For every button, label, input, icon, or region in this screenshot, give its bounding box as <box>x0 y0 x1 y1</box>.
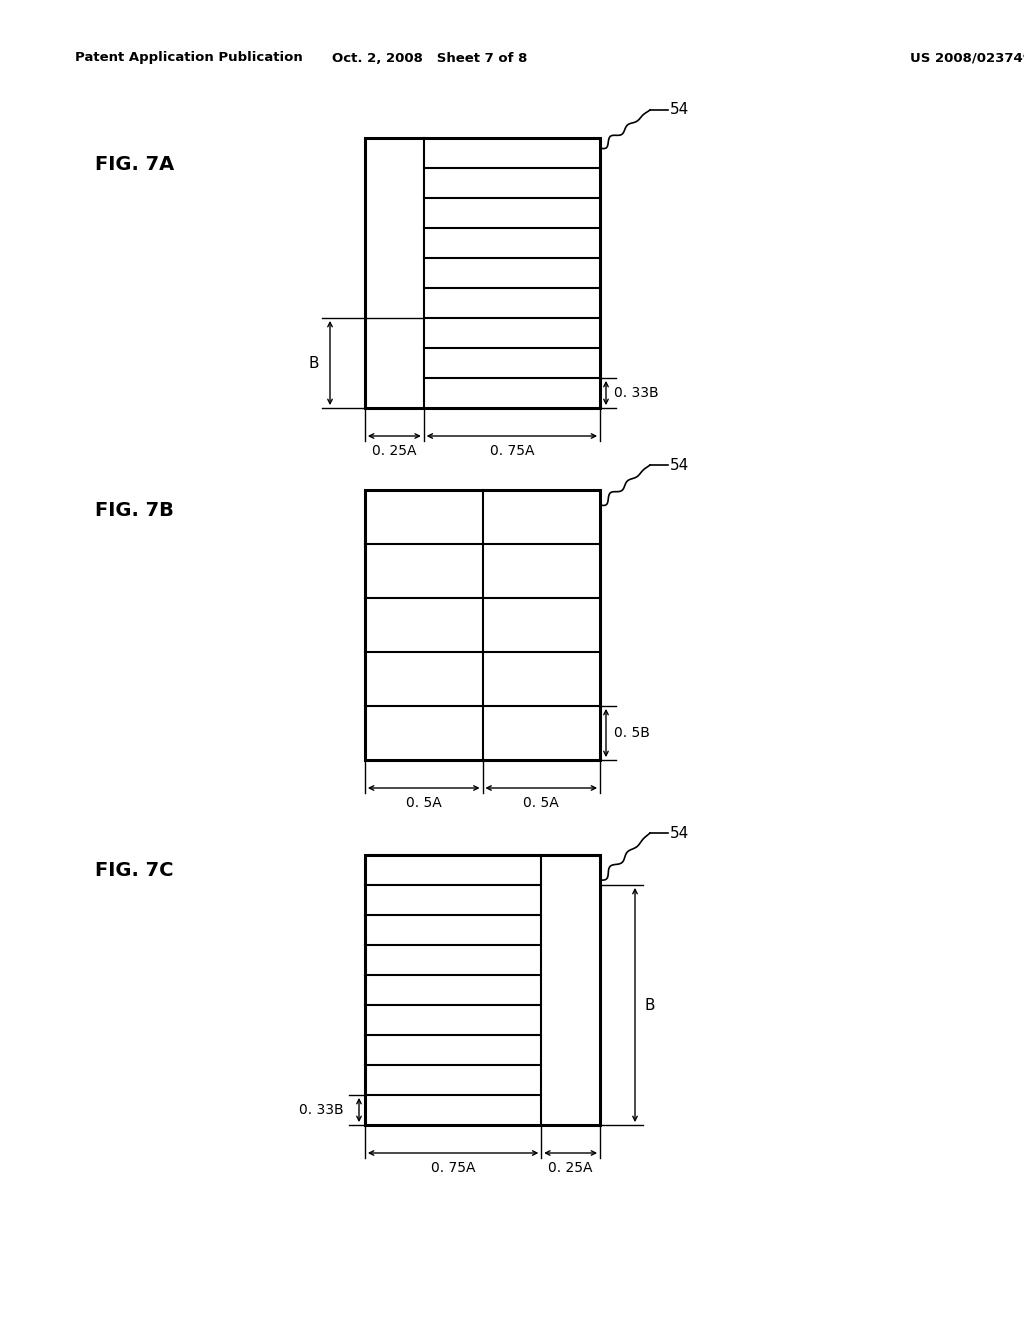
Text: B: B <box>308 355 318 371</box>
Text: 0. 5B: 0. 5B <box>614 726 650 741</box>
Text: FIG. 7A: FIG. 7A <box>95 156 174 174</box>
Text: Oct. 2, 2008   Sheet 7 of 8: Oct. 2, 2008 Sheet 7 of 8 <box>333 51 527 65</box>
Text: 0. 75A: 0. 75A <box>489 444 535 458</box>
Text: 0. 33B: 0. 33B <box>299 1104 344 1117</box>
Bar <box>365 139 600 408</box>
Text: 0. 5A: 0. 5A <box>406 796 441 810</box>
Text: 0. 25A: 0. 25A <box>549 1162 593 1175</box>
Text: US 2008/0237493 A1: US 2008/0237493 A1 <box>910 51 1024 65</box>
Text: Patent Application Publication: Patent Application Publication <box>75 51 303 65</box>
Text: 0. 5A: 0. 5A <box>523 796 559 810</box>
Text: B: B <box>645 998 655 1012</box>
Text: FIG. 7B: FIG. 7B <box>95 500 174 520</box>
Bar <box>365 490 600 760</box>
Text: 0. 75A: 0. 75A <box>431 1162 475 1175</box>
Text: 0. 33B: 0. 33B <box>614 385 658 400</box>
Text: 54: 54 <box>670 458 689 473</box>
Text: 0. 25A: 0. 25A <box>372 444 417 458</box>
Text: 54: 54 <box>670 103 689 117</box>
Bar <box>365 855 600 1125</box>
Text: FIG. 7C: FIG. 7C <box>95 861 173 879</box>
Text: 54: 54 <box>670 825 689 841</box>
